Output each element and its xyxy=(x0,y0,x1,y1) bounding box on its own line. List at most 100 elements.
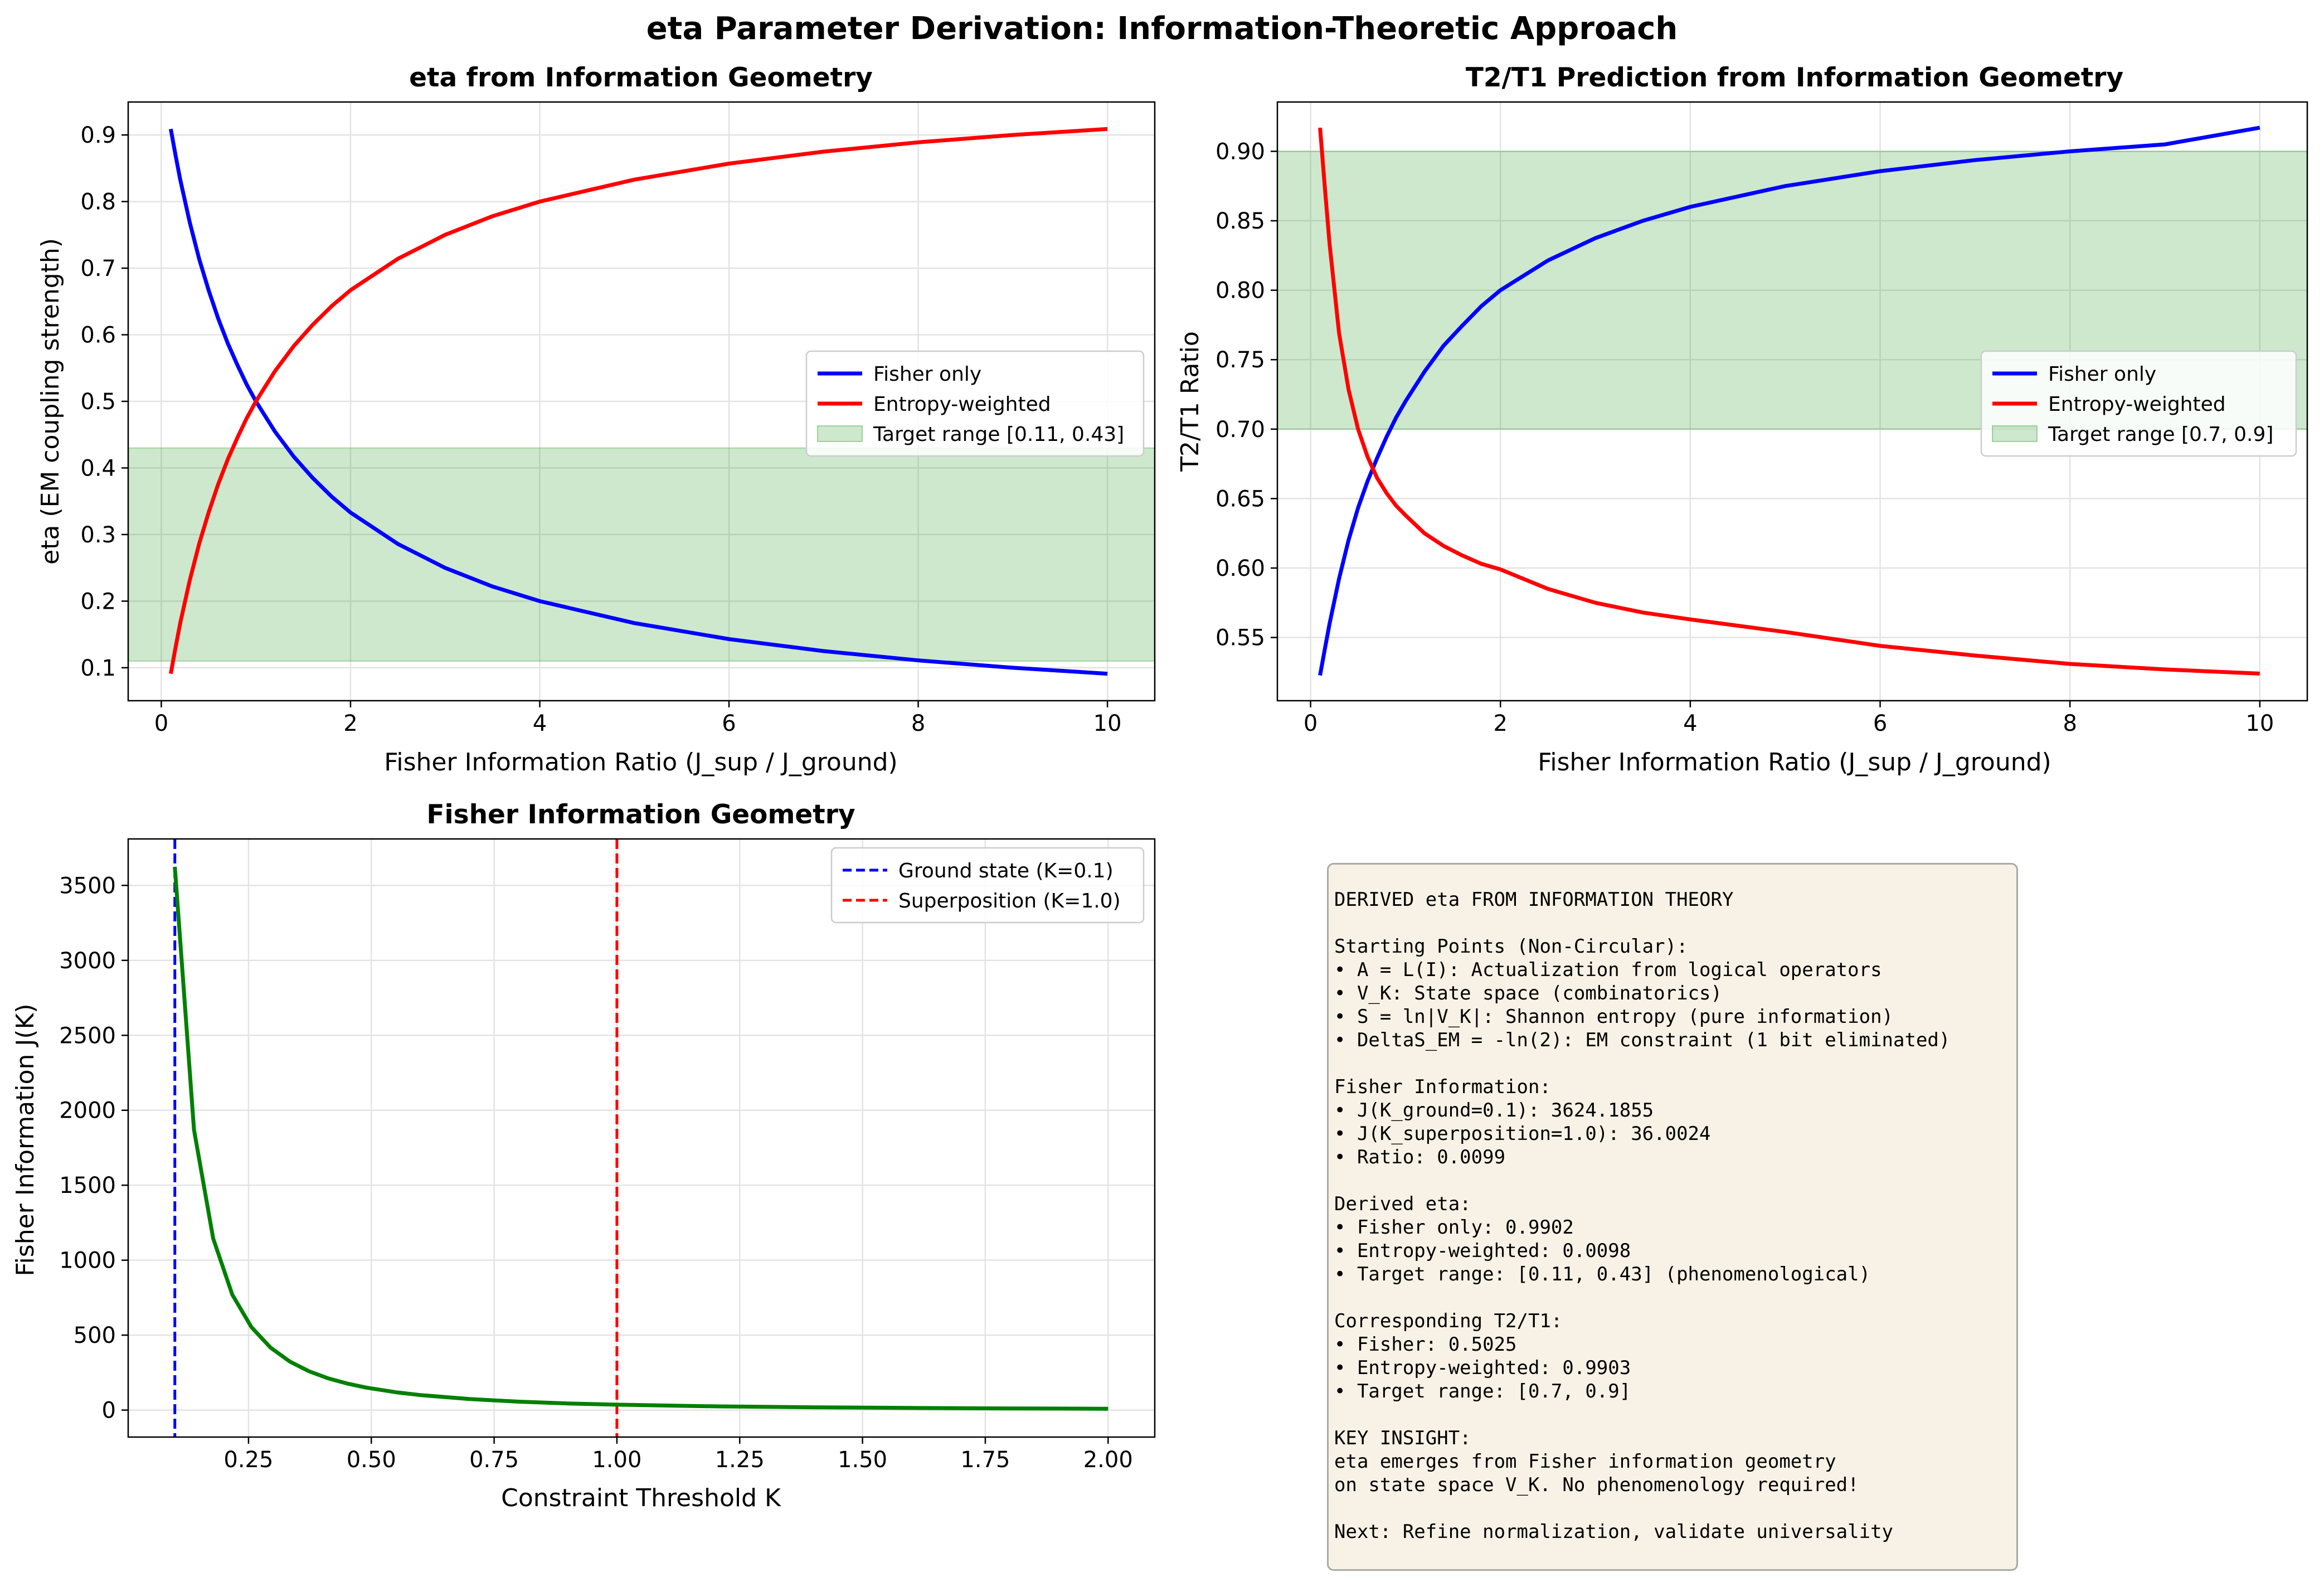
eta-legend-label: Fisher only xyxy=(873,363,981,386)
eta-legend-label: Entropy-weighted xyxy=(873,393,1051,416)
fisher-plot-panel: Fisher Information Geometry Constraint T… xyxy=(11,799,1156,1512)
summary-line xyxy=(1334,1497,2016,1520)
summary-line: Derived eta: xyxy=(1334,1193,1471,1215)
t2t1-ytick-label: 0.65 xyxy=(1216,486,1265,512)
t2t1-xtick-label: 0 xyxy=(1304,711,1317,736)
eta-ytick-label: 0.7 xyxy=(80,256,116,282)
fisher-ytick-label: 3000 xyxy=(59,948,116,974)
eta-series-0-line xyxy=(168,128,1108,676)
fisher-legend: Ground state (K=0.1) Superposition (K=1.0… xyxy=(830,847,1145,924)
eta-ytick-label: 0.1 xyxy=(80,656,116,681)
t2t1-ytick-label: 0.85 xyxy=(1216,208,1265,234)
summary-line: • V_K: State space (combinatorics) xyxy=(1334,982,1722,1004)
summary-line: KEY INSIGHT: xyxy=(1334,1427,1471,1449)
eta-ytick-label: 0.2 xyxy=(80,589,116,614)
t2t1-plot-xlabel: Fisher Information Ratio (J_sup / J_grou… xyxy=(1538,748,2051,777)
fisher-xtick-label: 0.25 xyxy=(223,1447,273,1473)
eta-ytick-label: 0.4 xyxy=(80,455,116,481)
summary-line: Corresponding T2/T1: xyxy=(1334,1310,1563,1332)
summary-line: • Fisher: 0.5025 xyxy=(1334,1333,1517,1356)
fisher-xtick-label: 0.50 xyxy=(347,1447,396,1473)
fisher-ytick-label: 0 xyxy=(102,1398,116,1424)
summary-line: • Ratio: 0.0099 xyxy=(1334,1146,1506,1168)
figure-suptitle: eta Parameter Derivation: Information-Th… xyxy=(646,11,1678,47)
t2t1-xtick-label: 2 xyxy=(1494,711,1508,736)
fisher-ytick-label: 1000 xyxy=(59,1248,116,1274)
eta-target-band xyxy=(128,447,1155,662)
t2t1-xtick-label: 6 xyxy=(1873,711,1887,736)
t2t1-ytick-label: 0.80 xyxy=(1216,278,1265,304)
eta-ytick-label: 0.8 xyxy=(80,190,116,215)
summary-line: • J(K_ground=0.1): 3624.1855 xyxy=(1334,1099,1654,1122)
summary-line: • DeltaS_EM = -ln(2): EM constraint (1 b… xyxy=(1334,1029,1951,1051)
t2t1-series-0-line xyxy=(1318,125,2260,676)
eta-plot-panel: eta from Information Geometry Fisher Inf… xyxy=(36,62,1156,777)
t2t1-ytick-label: 0.90 xyxy=(1216,139,1265,164)
summary-line: Starting Points (Non-Circular): xyxy=(1334,935,1688,958)
fisher-xtick-label: 2.00 xyxy=(1083,1447,1133,1473)
summary-line xyxy=(1334,1286,2016,1309)
summary-line: • Entropy-weighted: 0.9903 xyxy=(1334,1357,1631,1379)
fisher-xtick-label: 0.75 xyxy=(469,1447,519,1473)
t2t1-plot-ylabel: T2/T1 Ratio xyxy=(1176,331,1204,472)
summary-line xyxy=(1334,911,2016,935)
summary-line: eta emerges from Fisher information geom… xyxy=(1334,1450,1836,1473)
summary-line xyxy=(1334,1403,2016,1426)
eta-xtick-label: 6 xyxy=(722,711,736,736)
fisher-ytick-label: 1500 xyxy=(59,1173,116,1198)
t2t1-legend-label: Fisher only xyxy=(2048,363,2156,386)
fisher-plot-ylabel: Fisher Information J(K) xyxy=(11,1003,40,1276)
summary-line: DERIVED eta FROM INFORMATION THEORY xyxy=(1334,889,1734,911)
eta-xtick-label: 0 xyxy=(154,711,168,736)
t2t1-legend-frame xyxy=(1980,350,2297,457)
t2t1-axes-frame xyxy=(1276,101,2308,702)
eta-xtick-label: 4 xyxy=(533,711,547,736)
t2t1-legend: Fisher only Entropy-weighted Target range … xyxy=(1980,350,2297,457)
eta-legend: Fisher only Entropy-weighted Target range … xyxy=(805,350,1145,457)
summary-line xyxy=(1334,1169,2016,1192)
eta-legend-label: Target range [0.11, 0.43] xyxy=(873,423,1124,446)
summary-line: • Target range: [0.7, 0.9] xyxy=(1334,1380,1631,1403)
fisher-xtick-label: 1.00 xyxy=(592,1447,641,1473)
fisher-xtick-label: 1.75 xyxy=(960,1447,1010,1473)
fisher-xtick-label: 1.25 xyxy=(715,1447,765,1473)
t2t1-legend-label: Target range [0.7, 0.9] xyxy=(2048,423,2273,446)
t2t1-xtick-label: 10 xyxy=(2245,711,2274,736)
eta-legend-swatch xyxy=(817,425,863,442)
fisher-xtick-label: 1.50 xyxy=(838,1447,887,1473)
t2t1-ytick-label: 0.70 xyxy=(1216,417,1265,443)
t2t1-xtick-label: 8 xyxy=(2063,711,2077,736)
derivation-summary-textbox: DERIVED eta FROM INFORMATION THEORY Start… xyxy=(1327,863,2018,1571)
fisher-axes-frame xyxy=(127,838,1156,1438)
t2t1-series-1-line xyxy=(1318,127,2260,676)
fisher-legend-frame xyxy=(830,847,1145,924)
t2t1-plot-panel: T2/T1 Prediction from Information Geomet… xyxy=(1176,62,2308,777)
summary-line: • Fisher only: 0.9902 xyxy=(1334,1216,1574,1239)
fisher-plot-title: Fisher Information Geometry xyxy=(426,799,855,830)
fisher-series-0-line xyxy=(173,866,1108,1411)
eta-ytick-label: 0.5 xyxy=(80,389,116,415)
t2t1-legend-label: Entropy-weighted xyxy=(2048,393,2226,416)
eta-legend-frame xyxy=(805,350,1145,457)
summary-line: • Entropy-weighted: 0.0098 xyxy=(1334,1240,1631,1262)
eta-xtick-label: 10 xyxy=(1093,711,1122,736)
fisher-ytick-label: 2500 xyxy=(59,1023,116,1049)
summary-line: • A = L(I): Actualization from logical o… xyxy=(1334,959,1882,981)
summary-line: • Target range: [0.11, 0.43] (phenomenol… xyxy=(1334,1263,1871,1285)
eta-ytick-label: 0.3 xyxy=(80,522,116,548)
summary-line: on state space V_K. No phenomenology req… xyxy=(1334,1474,1859,1496)
t2t1-plot-title: T2/T1 Prediction from Information Geomet… xyxy=(1466,62,2123,93)
eta-plot-title: eta from Information Geometry xyxy=(409,62,873,93)
fisher-ytick-label: 2000 xyxy=(59,1098,116,1124)
summary-line: • S = ln|V_K|: Shannon entropy (pure inf… xyxy=(1334,1006,1894,1028)
fisher-ytick-label: 500 xyxy=(74,1323,116,1348)
t2t1-ytick-label: 0.75 xyxy=(1216,347,1265,373)
summary-line: • J(K_superposition=1.0): 36.0024 xyxy=(1334,1123,1711,1145)
eta-plot-xlabel: Fisher Information Ratio (J_sup / J_grou… xyxy=(384,748,897,777)
fisher-plot-xlabel: Constraint Threshold K xyxy=(501,1484,781,1512)
eta-ytick-label: 0.6 xyxy=(80,323,116,348)
summary-line: Next: Refine normalization, validate uni… xyxy=(1334,1521,1894,1543)
fisher-legend-label: Superposition (K=1.0) xyxy=(898,890,1121,913)
t2t1-ytick-label: 0.60 xyxy=(1216,556,1265,581)
